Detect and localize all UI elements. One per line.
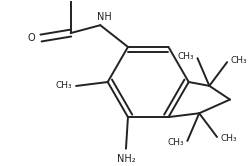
Text: CH₃: CH₃ (167, 138, 184, 147)
Text: O: O (27, 33, 35, 43)
Text: NH₂: NH₂ (117, 154, 135, 164)
Text: CH₃: CH₃ (220, 134, 237, 143)
Text: CH₃: CH₃ (231, 56, 247, 65)
Text: CH₃: CH₃ (56, 82, 72, 90)
Text: NH: NH (97, 12, 112, 22)
Text: CH₃: CH₃ (177, 52, 194, 61)
